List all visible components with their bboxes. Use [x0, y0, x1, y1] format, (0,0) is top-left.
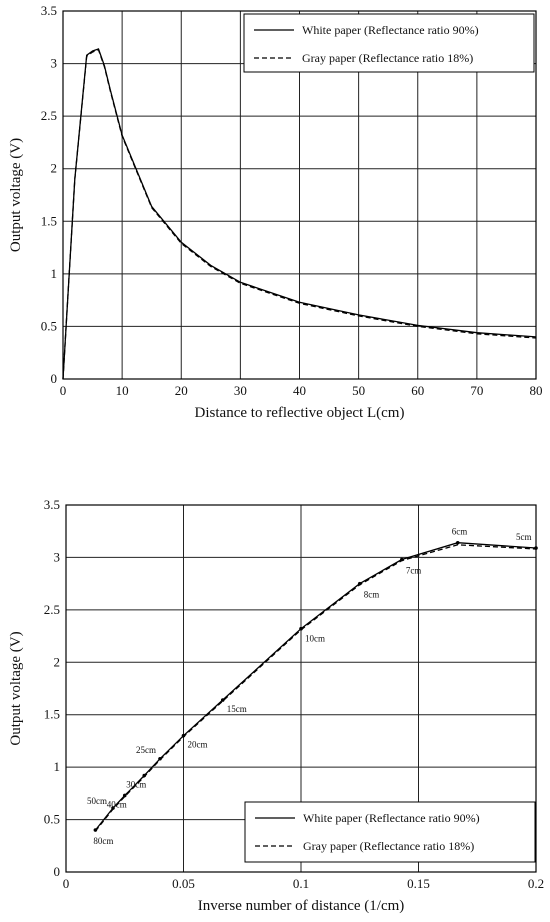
y-tick-label: 3.5 — [41, 3, 57, 18]
x-tick-label: 60 — [411, 383, 424, 398]
data-point-marker — [400, 557, 404, 562]
x-tick-label: 50 — [352, 383, 365, 398]
x-axis-label: Distance to reflective object L(cm) — [195, 405, 405, 421]
data-point-label: 7cm — [406, 566, 422, 576]
series-line-gray-paper — [94, 544, 537, 832]
x-tick-label: 0.1 — [293, 876, 309, 891]
y-tick-label: 0 — [51, 371, 58, 386]
legend-box — [243, 13, 535, 73]
y-tick-label: 0.5 — [41, 318, 57, 333]
x-tick-label: 10 — [116, 383, 129, 398]
plot-frame — [62, 10, 537, 380]
distance-chart: 0 10 20 30 40 50 60 70 80 0 0.5 1 1.5 2 2.5 3 3.5 Distanc… — [8, 3, 543, 421]
data-point-label: 80cm — [93, 836, 113, 846]
data-point-label: 50cm — [87, 796, 107, 806]
data-point-marker — [181, 733, 186, 738]
legend-entry: White paper (Reflectance ratio 90%) — [303, 811, 480, 825]
data-point-label: 40cm — [107, 799, 127, 809]
legend: White paper (Reflectance ratio 90%) Gray … — [244, 801, 536, 863]
legend: White paper (Reflectance ratio 90%) Gray … — [243, 13, 535, 73]
data-point-marker — [220, 698, 225, 702]
plot-frame — [65, 504, 537, 873]
y-tick-label: 2.5 — [44, 602, 60, 617]
data-point-label: 10cm — [305, 634, 325, 644]
y-tick-label: 0 — [54, 864, 61, 879]
y-tick-label: 3 — [54, 549, 61, 564]
x-axis-label: Inverse number of distance (1/cm) — [198, 898, 405, 914]
data-point-marker — [122, 793, 127, 798]
data-point-marker — [111, 806, 115, 810]
data-point-marker — [93, 828, 98, 832]
y-tick-label: 1.5 — [44, 707, 60, 722]
inverse-distance-chart: 0 0.05 0.1 0.15 0.2 0 0.5 1 1.5 2 2.5 3 3.5 Inverse n… — [8, 497, 544, 914]
x-tick-label: 20 — [175, 383, 188, 398]
y-axis-label: Output voltage (V) — [8, 631, 24, 745]
data-point-label: 25cm — [136, 745, 156, 755]
y-tick-label: 3.5 — [44, 497, 60, 512]
y-tick-label: 2.5 — [41, 108, 57, 123]
series-line-white-paper — [94, 542, 537, 831]
y-tick-label: 1 — [51, 266, 58, 281]
data-point-label: 30cm — [126, 780, 146, 790]
legend-box — [244, 801, 536, 863]
data-point-label: 8cm — [364, 590, 380, 600]
x-tick-label: 0.05 — [172, 876, 195, 891]
legend-entry: White paper (Reflectance ratio 90%) — [302, 23, 479, 37]
data-point-marker — [142, 773, 147, 778]
data-point-marker — [357, 581, 362, 586]
x-tick-label: 0 — [60, 383, 67, 398]
series-line-white-paper — [62, 48, 537, 380]
x-tick-label: 80 — [530, 383, 543, 398]
data-point-marker — [534, 546, 538, 550]
x-tick-label: 30 — [234, 383, 247, 398]
series-line-gray-paper — [62, 49, 537, 380]
x-tick-label: 0.2 — [528, 876, 544, 891]
y-tick-label: 1 — [54, 759, 61, 774]
y-tick-label: 0.5 — [44, 812, 60, 827]
x-tick-label: 40 — [293, 383, 306, 398]
data-point-marker — [299, 626, 303, 631]
y-tick-label: 2 — [54, 654, 61, 669]
y-axis-label: Output voltage (V) — [8, 138, 24, 252]
x-tick-label: 0 — [63, 876, 70, 891]
data-point-marker — [158, 756, 162, 761]
y-tick-label: 2 — [51, 161, 58, 176]
data-point-label: 20cm — [188, 740, 208, 750]
legend-entry: Gray paper (Reflectance ratio 18%) — [303, 839, 474, 853]
legend-entry: Gray paper (Reflectance ratio 18%) — [302, 51, 473, 65]
x-tick-label: 0.15 — [407, 876, 430, 891]
data-point-label: 15cm — [227, 704, 247, 714]
y-tick-label: 1.5 — [41, 213, 57, 228]
y-tick-label: 3 — [51, 56, 58, 71]
data-point-label: 6cm — [452, 527, 468, 537]
x-tick-label: 70 — [470, 383, 483, 398]
data-point-label: 5cm — [516, 532, 532, 542]
data-point-marker — [455, 540, 460, 545]
